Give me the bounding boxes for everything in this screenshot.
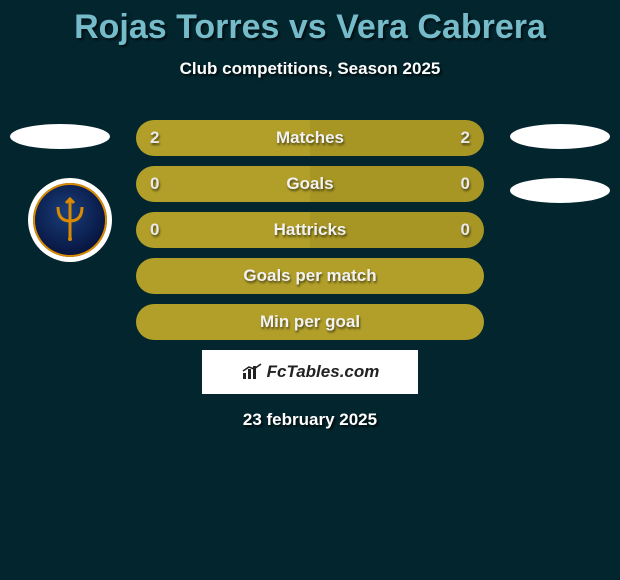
team-right-badge-1: [510, 124, 610, 149]
stat-row-goals: 0 Goals 0: [136, 166, 484, 202]
chart-icon: [241, 363, 263, 381]
stat-right-value: 0: [461, 220, 470, 240]
team-left-crest: [28, 178, 112, 262]
page-title: Rojas Torres vs Vera Cabrera: [0, 0, 620, 47]
stat-right-value: 2: [461, 128, 470, 148]
stat-row-matches: 2 Matches 2: [136, 120, 484, 156]
stat-row-gpm: Goals per match: [136, 258, 484, 294]
date-text: 23 february 2025: [136, 410, 484, 430]
brand-box: FcTables.com: [202, 350, 418, 394]
trident-icon: [52, 197, 88, 243]
brand-text: FcTables.com: [267, 362, 380, 382]
stat-label: Min per goal: [260, 312, 360, 332]
stat-label: Goals: [286, 174, 333, 194]
subtitle: Club competitions, Season 2025: [0, 59, 620, 79]
stat-label: Goals per match: [243, 266, 376, 286]
stat-label: Hattricks: [274, 220, 347, 240]
crest-icon: [33, 183, 107, 257]
stat-left-value: 0: [150, 174, 159, 194]
stat-row-hattricks: 0 Hattricks 0: [136, 212, 484, 248]
stats-bars: 2 Matches 2 0 Goals 0 0 Hattricks 0 Goal…: [136, 120, 484, 430]
stat-left-value: 2: [150, 128, 159, 148]
stat-row-mpg: Min per goal: [136, 304, 484, 340]
team-right-badge-2: [510, 178, 610, 203]
stat-label: Matches: [276, 128, 344, 148]
stat-left-value: 0: [150, 220, 159, 240]
stat-right-value: 0: [461, 174, 470, 194]
team-left-badge-1: [10, 124, 110, 149]
